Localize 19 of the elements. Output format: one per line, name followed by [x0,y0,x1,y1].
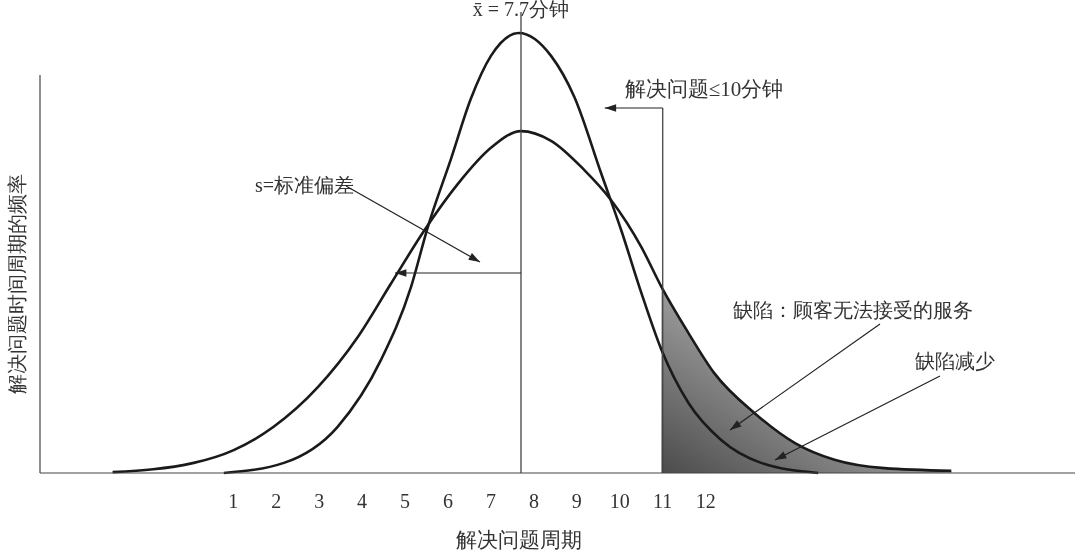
x-tick-label: 4 [357,490,368,512]
ref-line-label: 解决问题≤10分钟 [624,77,784,101]
x-tick-label: 11 [653,490,673,512]
x-tick-label: 6 [442,490,453,512]
x-tick-label: 2 [271,490,282,512]
annotation: 缺陷：顾客无法接受的服务 [733,299,973,321]
x-tick-label: 5 [400,490,411,512]
y-axis-title: 解决问题时间周期的频率 [6,174,28,394]
x-tick-label: 7 [485,490,496,512]
annotation: s=标准偏差 [255,174,355,196]
x-tick-label: 12 [695,490,716,512]
x-axis-title: 解决问题周期 [456,528,583,552]
x-tick-label: 1 [228,490,239,512]
ref-line-label: x̄ = 7.7分钟 [472,0,570,20]
annotation: 缺陷减少 [915,350,995,372]
x-tick-label: 3 [314,490,325,512]
x-tick-label: 8 [528,490,539,512]
x-tick-label: 9 [571,490,582,512]
x-tick-label: 10 [609,490,630,512]
